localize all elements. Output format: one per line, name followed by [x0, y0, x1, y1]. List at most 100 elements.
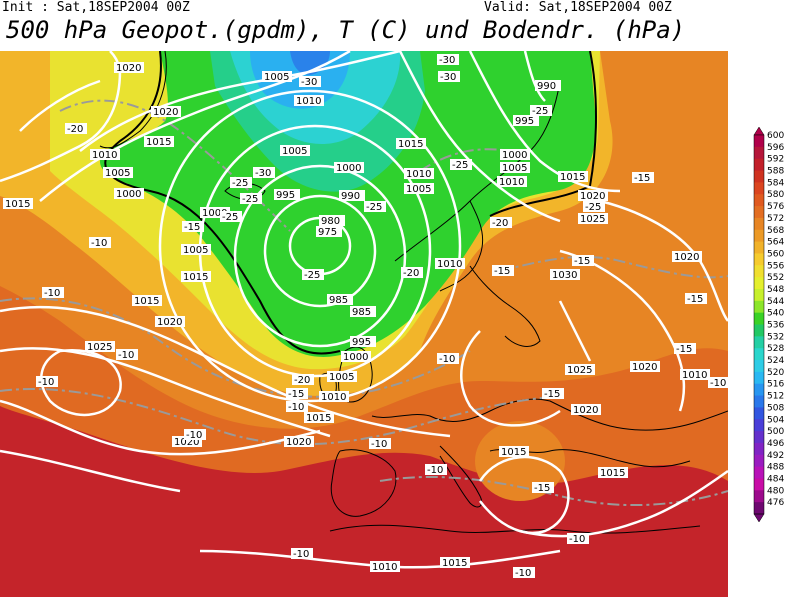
temp-label: -10	[513, 567, 535, 579]
colorbar-tick-label: 584	[767, 178, 784, 188]
svg-text:-10: -10	[371, 439, 387, 450]
colorbar-swatch	[754, 383, 764, 397]
isobar-label: 1015	[3, 198, 33, 210]
isobar-label: 1025	[565, 364, 595, 376]
svg-text:1015: 1015	[146, 137, 171, 148]
isobar-label: 1020	[172, 436, 202, 448]
svg-text:-20: -20	[403, 268, 419, 279]
temp-label: -10	[42, 287, 64, 299]
colorbar-swatch	[754, 419, 764, 432]
colorbar-tick-label: 528	[767, 344, 784, 354]
isobar-label: 1000	[114, 188, 144, 200]
svg-text:1010: 1010	[321, 392, 346, 403]
colorbar-swatch	[754, 407, 764, 420]
isobar-label: 985	[350, 306, 376, 318]
temp-label: -20	[401, 267, 423, 279]
svg-text:-10: -10	[186, 430, 202, 441]
colorbar-swatch	[754, 466, 764, 479]
colorbar-tick-label: 576	[767, 202, 784, 212]
chart-title: 500 hPa Geopot.(gpdm), T (C) und Bodendr…	[6, 16, 686, 44]
colorbar-tick-label: 536	[767, 321, 784, 331]
colorbar-swatch	[754, 312, 764, 325]
isobar-label: 1000	[341, 351, 371, 363]
colorbar-swatch	[754, 324, 764, 337]
colorbar-frame	[753, 134, 765, 515]
colorbar-swatch	[754, 300, 764, 314]
isobar-label: 1020	[630, 361, 660, 373]
colorbar-tick-label: 552	[767, 273, 784, 283]
svg-text:-30: -30	[440, 72, 456, 83]
svg-text:1015: 1015	[600, 468, 625, 479]
isobar-label: 1005	[404, 183, 434, 195]
svg-text:1020: 1020	[674, 252, 699, 263]
isobar-label: 1020	[155, 316, 185, 328]
svg-text:1015: 1015	[306, 413, 331, 424]
colorbar-tick-label: 600	[767, 131, 784, 141]
temp-label: -20	[65, 123, 87, 135]
temp-label: -10	[89, 237, 111, 249]
svg-text:-25: -25	[532, 106, 548, 117]
weather-map: 1020 1020 1015 1010 1005 1000 1015 1005 …	[0, 51, 728, 597]
isobar-label: 1025	[578, 213, 608, 225]
svg-text:1015: 1015	[134, 296, 159, 307]
temp-label: -25	[302, 269, 324, 281]
svg-text:-30: -30	[255, 168, 271, 179]
svg-text:990: 990	[341, 191, 360, 202]
svg-text:1005: 1005	[406, 184, 431, 195]
temp-label: -10	[184, 429, 206, 441]
temp-label: -15	[632, 172, 654, 184]
isobar-label: 990	[339, 190, 365, 202]
colorbar-bottom-arrow	[753, 513, 765, 523]
colorbar-swatch	[754, 265, 764, 278]
isobar-label: 985	[327, 294, 353, 306]
svg-text:-15: -15	[687, 294, 703, 305]
temp-label: -10	[116, 349, 138, 361]
colorbar-swatch	[754, 454, 764, 468]
isobar-label: 1015	[304, 412, 334, 424]
temp-label: -30	[299, 76, 321, 88]
svg-text:980: 980	[321, 216, 340, 227]
svg-text:1020: 1020	[153, 107, 178, 118]
temp-label: -20	[490, 217, 512, 229]
svg-text:1015: 1015	[5, 199, 30, 210]
temp-label: -25	[230, 177, 252, 189]
isobar-label: 1015	[144, 136, 174, 148]
temp-label: -10	[567, 533, 589, 545]
colorbar-swatch	[754, 158, 764, 172]
temp-label: -15	[542, 388, 564, 400]
field-orange-east	[475, 421, 565, 501]
isobar-label: 1005	[280, 145, 310, 157]
colorbar-swatch	[754, 229, 764, 243]
colorbar-tick-label: 524	[767, 356, 784, 366]
colorbar-tick-label: 564	[767, 238, 784, 248]
svg-text:-25: -25	[232, 178, 248, 189]
isobar-label: 1010	[319, 391, 349, 403]
colorbar-tick-label: 492	[767, 451, 784, 461]
svg-text:-15: -15	[494, 266, 510, 277]
isobar-label: 1010	[294, 95, 324, 107]
colorbar: 600 596 592 588 584 580 576 572 568 564 560 556 552 5…	[752, 126, 789, 523]
svg-text:1005: 1005	[502, 163, 527, 174]
isobar-label: 1020	[151, 106, 181, 118]
colorbar-tick-label: 512	[767, 392, 784, 402]
trough-line	[104, 51, 341, 355]
isobar-label: 1000	[500, 149, 530, 161]
svg-text:-15: -15	[544, 389, 560, 400]
isobar-label: 1010	[435, 258, 465, 270]
svg-text:1015: 1015	[398, 139, 423, 150]
temp-label: -15	[685, 293, 707, 305]
isobar-label: 1015	[499, 446, 529, 458]
temp-label: -15	[286, 388, 308, 400]
svg-text:-15: -15	[288, 389, 304, 400]
svg-text:1015: 1015	[442, 558, 467, 569]
colorbar-tick-label: 504	[767, 415, 784, 425]
isobar-labels: 1020 1020 1015 1010 1005 1000 1015 1005 …	[3, 62, 710, 573]
isobar-label: 1030	[550, 269, 580, 281]
svg-text:1000: 1000	[502, 150, 527, 161]
svg-text:1010: 1010	[437, 259, 462, 270]
svg-text:1000: 1000	[202, 208, 227, 219]
svg-text:-25: -25	[242, 194, 258, 205]
colorbar-tick-label: 588	[767, 167, 784, 177]
svg-text:1000: 1000	[343, 352, 368, 363]
svg-text:-20: -20	[492, 218, 508, 229]
